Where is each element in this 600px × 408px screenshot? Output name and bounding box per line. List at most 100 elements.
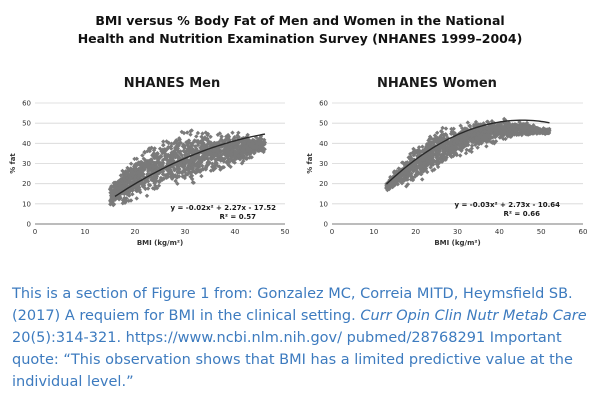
scatter-point [245,148,251,153]
scatter-point [180,169,185,175]
scatter-point [495,133,500,138]
x-tick-label: 10 [369,228,378,236]
scatter-point [245,145,250,151]
scatter-point [171,158,176,163]
scatter-point [500,131,505,136]
scatter-point [206,151,212,156]
x-tick-label: 40 [495,228,504,236]
scatter-point [194,139,199,144]
y-tick-label: 10 [22,200,31,208]
scatter-point [435,153,440,158]
scatter-point [166,140,172,146]
scatter-point [449,143,454,148]
scatter-point [476,141,482,147]
figure-title-line-2: Health and Nutrition Examination Survey … [77,31,523,46]
scatter-point [412,151,417,157]
scatter-point [385,187,390,193]
scatter-point [182,161,187,167]
scatter-point [257,142,262,147]
y-axis-label: % fat [9,153,17,174]
scatter-point [508,134,514,139]
scatter-point [261,146,266,152]
scatter-point [423,166,429,171]
scatter-point [444,144,450,149]
scatter-point [143,186,148,192]
scatter-point [160,157,166,163]
chart-title: NHANES Women [377,76,497,91]
scatter-point [225,158,230,164]
scatter-point [261,149,266,155]
scatter-point [149,157,154,162]
scatter-point [226,135,231,141]
scatter-point [126,167,131,172]
scatter-point [480,129,486,135]
scatter-point [188,132,193,137]
scatter-point [125,165,130,171]
x-tick-label: 50 [537,228,546,236]
scatter-point [181,148,186,154]
scatter-point [459,148,464,153]
scatter-point [188,144,193,149]
caption-text-2: 20(5):314-321. https://www.ncbi.nlm.nih.… [12,330,573,390]
scatter-point [439,159,445,164]
y-tick-label: 30 [22,160,31,168]
scatter-point [491,139,496,144]
scatter-point [176,174,182,179]
figure-title-line-1: BMI versus % Body Fat of Men and Women i… [95,13,505,28]
scatter-point [439,129,444,134]
scatter-point [514,123,520,128]
scatter-point [123,199,128,205]
scatter-point [208,134,213,139]
scatter-point [151,165,156,170]
scatter-point [200,143,206,148]
scatter-point [113,183,119,189]
scatter-point [175,181,180,186]
scatter-point [441,150,446,156]
y-tick-label: 50 [319,120,328,128]
scatter-point [483,135,488,140]
scatter-point [185,171,191,177]
x-tick-label: 0 [330,228,334,236]
scatter-point [403,160,409,165]
x-tick-label: 50 [281,228,290,236]
scatter-point [194,134,199,139]
scatter-point [469,143,475,148]
scatter-point [449,126,454,132]
scatter-point [502,131,507,136]
scatter-point [140,181,145,186]
scatter-point [486,129,491,135]
scatter-point [525,125,530,130]
scatter-point [260,140,265,145]
scatter-point [233,155,239,160]
scatter-point [115,186,121,191]
scatter-point [244,152,249,157]
scatter-point [424,147,429,152]
scatter-point [144,193,150,198]
scatter-point [429,158,435,163]
scatter-point [482,138,488,143]
scatter-point [471,127,477,133]
scatter-point [150,186,156,191]
scatter-point [484,144,489,149]
scatter-point [166,174,171,179]
scatter-point [539,130,544,135]
scatter-point [404,177,409,182]
scatter-point [163,155,168,161]
scatter-point [214,153,220,159]
scatter-point [244,156,250,161]
scatter-point [418,163,424,169]
scatter-point [504,121,509,126]
scatter-point [205,136,210,142]
figure: BMI versus % Body Fat of Men and Women i… [9,13,587,247]
scatter-point [121,170,127,175]
scatter-point [467,132,472,138]
scatter-point [406,172,411,178]
x-tick-label: 10 [81,228,90,236]
scatter-point [121,175,126,180]
scatter-point [145,186,151,191]
scatter-point [394,180,399,185]
scatter-point [149,175,155,181]
scatter-point [236,153,241,159]
scatter-point [408,154,413,159]
scatter-point [140,153,145,158]
